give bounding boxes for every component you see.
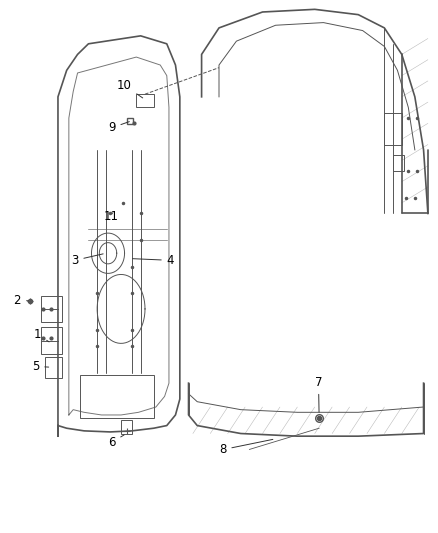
Bar <box>136 94 154 108</box>
Bar <box>45 357 62 378</box>
Bar <box>80 375 154 418</box>
Text: 6: 6 <box>108 435 124 449</box>
Bar <box>393 155 404 171</box>
Text: 11: 11 <box>104 210 119 223</box>
Bar <box>41 296 62 322</box>
Text: 5: 5 <box>32 360 49 373</box>
Text: 8: 8 <box>219 439 273 456</box>
Bar <box>41 327 62 354</box>
Text: 9: 9 <box>108 122 129 134</box>
Text: 7: 7 <box>315 376 322 412</box>
Text: 10: 10 <box>117 79 143 98</box>
Text: 2: 2 <box>14 294 28 306</box>
Bar <box>121 420 132 433</box>
Text: 4: 4 <box>133 254 174 267</box>
Bar <box>385 113 402 144</box>
Text: 1: 1 <box>34 328 49 342</box>
Text: 3: 3 <box>71 254 103 267</box>
